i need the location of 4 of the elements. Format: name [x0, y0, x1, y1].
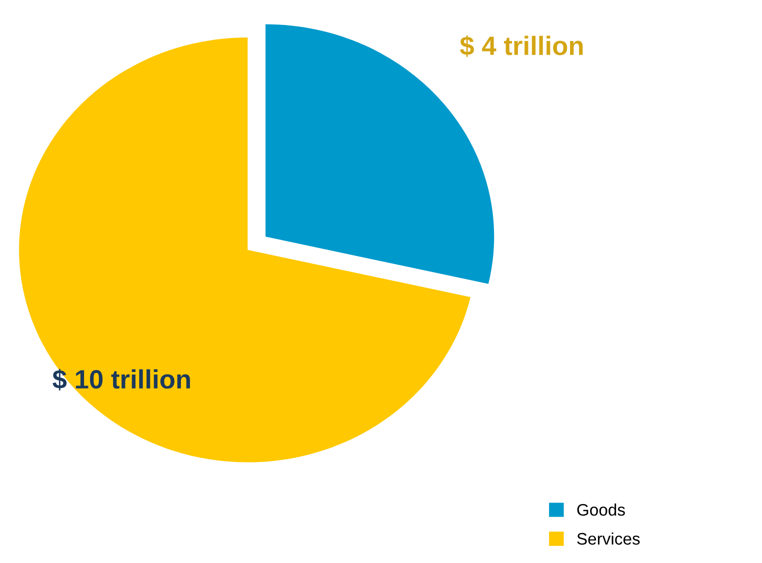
legend-label: Goods	[577, 504, 625, 516]
data-label: $ 4 trillion	[460, 35, 583, 57]
data-label: $ 10 trillion	[52, 368, 190, 390]
legend-label: Services	[577, 532, 640, 545]
